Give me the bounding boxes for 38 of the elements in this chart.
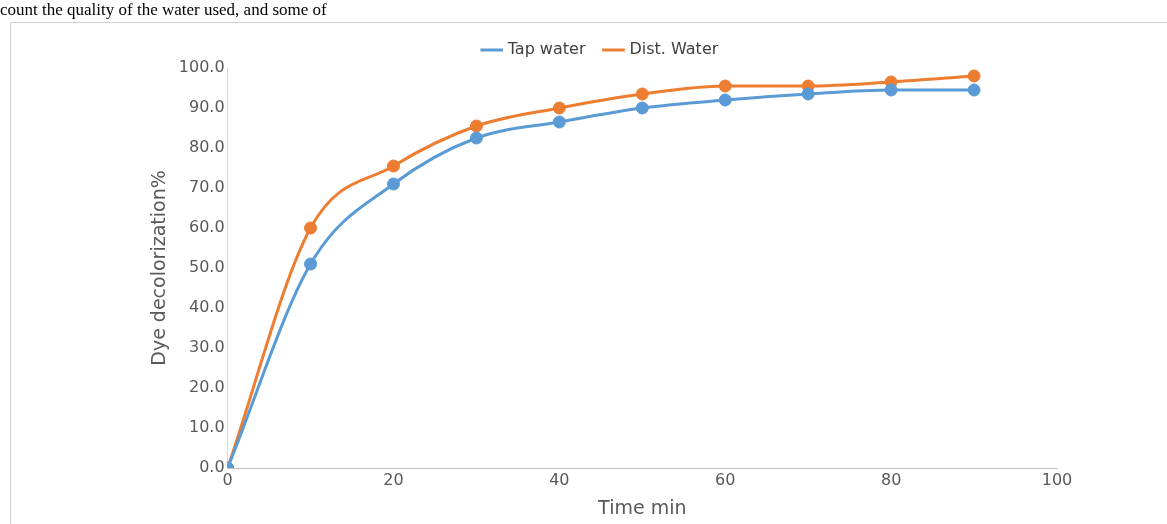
y-tick-label: 100.0 <box>178 57 225 77</box>
legend-label: Tap water <box>506 39 586 59</box>
y-tick-label: 70.0 <box>188 177 225 197</box>
point <box>718 93 732 107</box>
x-tick-label: 0 <box>222 469 233 489</box>
y-tick-label: 40.0 <box>188 297 225 317</box>
text: count the quality of the water used, and some of <box>0 0 327 19</box>
point <box>718 79 732 93</box>
x-tick-label: 20 <box>383 469 404 489</box>
y-tick-label: 50.0 <box>188 257 225 277</box>
y-tick-label: 30.0 <box>188 337 225 357</box>
x-tick-label: 60 <box>715 469 736 489</box>
y-tick-label: 90.0 <box>188 97 225 117</box>
point <box>967 69 981 83</box>
x-tick-label: 100 <box>1041 469 1073 489</box>
y-axis-title: Dye decolorization% <box>147 170 170 366</box>
point <box>552 101 566 115</box>
point <box>386 177 400 191</box>
y-tick-label: 0.0 <box>199 457 225 477</box>
x-axis-title: Time min <box>597 495 687 518</box>
x-tick-label: 80 <box>880 469 902 489</box>
y-tick-label: 80.0 <box>188 137 225 157</box>
point <box>635 101 649 115</box>
y-tick-label: 60.0 <box>188 217 225 237</box>
point <box>304 257 318 271</box>
point <box>884 83 898 97</box>
x-tick-label: 40 <box>549 469 570 489</box>
y-tick-label: 20.0 <box>188 377 225 397</box>
legend-label: Dist. Water <box>629 39 719 59</box>
point <box>469 119 483 133</box>
point <box>801 87 815 101</box>
point <box>967 83 981 97</box>
point <box>386 159 400 173</box>
point <box>552 115 566 129</box>
y-tick-label: 10.0 <box>188 417 225 437</box>
point <box>469 131 483 145</box>
point <box>304 221 318 235</box>
point <box>635 87 649 101</box>
